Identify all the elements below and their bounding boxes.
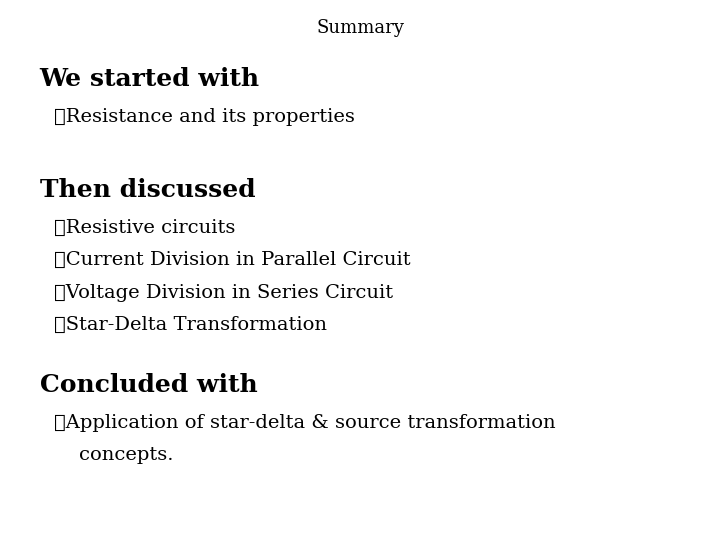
Text: ❖Resistive circuits: ❖Resistive circuits <box>54 219 235 237</box>
Text: Concluded with: Concluded with <box>40 373 257 396</box>
Text: ❖Application of star-delta & source transformation: ❖Application of star-delta & source tran… <box>54 414 556 432</box>
Text: ❖Voltage Division in Series Circuit: ❖Voltage Division in Series Circuit <box>54 284 393 301</box>
Text: concepts.: concepts. <box>54 446 174 463</box>
Text: ❖Current Division in Parallel Circuit: ❖Current Division in Parallel Circuit <box>54 251 410 269</box>
Text: ❖Resistance and its properties: ❖Resistance and its properties <box>54 108 355 126</box>
Text: We started with: We started with <box>40 68 260 91</box>
Text: Summary: Summary <box>316 19 404 37</box>
Text: Then discussed: Then discussed <box>40 178 255 202</box>
Text: ❖Star-Delta Transformation: ❖Star-Delta Transformation <box>54 316 327 334</box>
